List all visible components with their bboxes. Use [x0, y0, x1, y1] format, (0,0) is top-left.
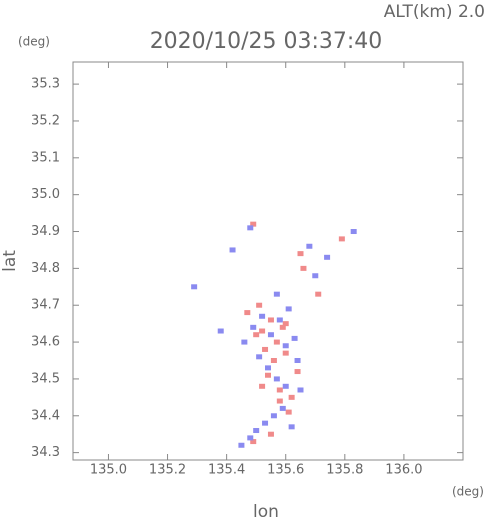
- y-tick-label: 34.5: [31, 371, 60, 386]
- y-unit: (deg): [18, 35, 50, 49]
- radar-cell: [276, 398, 283, 404]
- y-tick-label: 35.0: [31, 187, 60, 202]
- radar-cell: [267, 332, 274, 338]
- radar-cell: [259, 313, 266, 319]
- x-tick-label: 136.0: [385, 463, 422, 478]
- radar-cell: [267, 431, 274, 437]
- radar-cell: [279, 324, 286, 330]
- radar-cell: [259, 383, 266, 389]
- radar-cell: [250, 324, 257, 330]
- x-tick-label: 135.6: [267, 463, 304, 478]
- radar-cell: [297, 387, 304, 393]
- radar-cell: [247, 225, 254, 231]
- radar-cell: [294, 358, 301, 363]
- radar-cell: [350, 229, 357, 235]
- radar-cell: [279, 405, 286, 411]
- radar-cell: [285, 409, 292, 415]
- radar-cell: [256, 354, 263, 360]
- radar-cell: [276, 387, 283, 393]
- x-unit: (deg): [452, 485, 484, 499]
- radar-cell: [265, 372, 271, 378]
- radar-cell: [273, 291, 280, 297]
- radar-cell: [267, 317, 274, 323]
- radar-cell: [270, 358, 277, 363]
- radar-cell: [217, 328, 224, 334]
- radar-cell: [229, 247, 236, 253]
- radar-cell: [244, 310, 251, 316]
- radar-cell: [253, 332, 260, 338]
- y-axis-label: lat: [0, 250, 20, 272]
- radar-cell: [294, 369, 301, 375]
- radar-cell: [256, 302, 263, 308]
- radar-cell: [247, 435, 254, 441]
- radar-cell: [282, 383, 289, 389]
- radar-cell: [315, 291, 322, 297]
- x-tick-label: 135.2: [149, 463, 186, 478]
- radar-cell: [265, 365, 271, 371]
- y-tick-label: 34.8: [31, 261, 60, 276]
- radar-cell: [324, 254, 331, 260]
- radar-cell: [238, 442, 245, 448]
- radar-cell: [306, 243, 313, 249]
- radar-cell: [282, 321, 289, 327]
- y-tick-label: 34.6: [31, 335, 60, 350]
- radar-cell: [262, 420, 269, 426]
- altitude-label: ALT(km) 2.0: [384, 2, 485, 22]
- radar-cell: [288, 424, 295, 430]
- plot-frame: [72, 61, 464, 461]
- radar-cell: [285, 306, 292, 312]
- y-tick-label: 34.9: [31, 224, 60, 239]
- chart-title: 2020/10/25 03:37:40: [150, 29, 383, 54]
- radar-cell: [253, 428, 260, 434]
- y-tick-label: 35.2: [31, 113, 60, 128]
- radar-cell: [297, 251, 304, 257]
- y-tick-label: 35.1: [31, 150, 60, 165]
- radar-cell: [282, 343, 289, 349]
- radar-cell: [288, 394, 295, 400]
- y-tick-label: 34.4: [31, 408, 60, 423]
- radar-cell: [250, 221, 257, 227]
- radar-cell: [273, 339, 280, 345]
- radar-cell: [270, 413, 277, 419]
- y-tick-label: 34.3: [31, 445, 60, 460]
- radar-cell: [273, 376, 280, 382]
- x-axis-label: lon: [253, 502, 279, 521]
- y-tick-label: 34.7: [31, 298, 60, 313]
- radar-cell: [250, 439, 257, 445]
- radar-cell: [282, 350, 289, 356]
- radar-cell: [241, 339, 248, 345]
- x-tick-label: 135.0: [90, 463, 127, 478]
- y-tick-label: 35.3: [31, 77, 60, 92]
- x-tick-label: 135.4: [208, 463, 245, 478]
- radar-cell: [276, 317, 283, 323]
- radar-cell: [191, 284, 198, 290]
- radar-cell: [262, 346, 269, 352]
- radar-cell: [338, 236, 345, 242]
- radar-cell: [291, 335, 298, 341]
- x-tick-label: 135.8: [326, 463, 363, 478]
- radar-cell: [300, 265, 307, 271]
- radar-cell: [312, 273, 319, 279]
- radar-cell: [259, 328, 266, 334]
